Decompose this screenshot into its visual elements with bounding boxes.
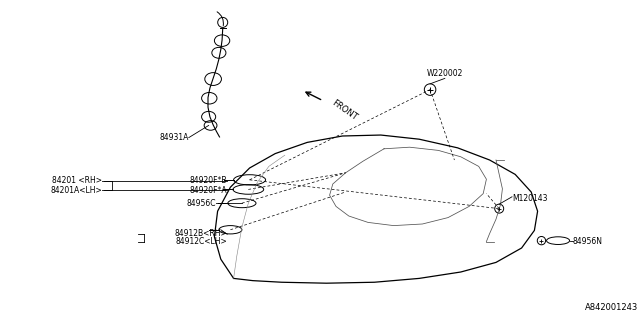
- Text: 84201 <RH>: 84201 <RH>: [52, 176, 102, 185]
- Text: 84920F*B: 84920F*B: [189, 176, 227, 185]
- Text: 84931A: 84931A: [159, 133, 189, 142]
- Text: 84956N: 84956N: [573, 237, 603, 246]
- Text: A842001243: A842001243: [585, 303, 638, 312]
- Text: 84201A<LH>: 84201A<LH>: [51, 186, 102, 195]
- Text: FRONT: FRONT: [330, 99, 358, 122]
- Text: 84956C: 84956C: [187, 199, 216, 208]
- Text: M120143: M120143: [512, 194, 547, 203]
- Text: 84920F*A: 84920F*A: [189, 186, 227, 195]
- Text: W220002: W220002: [427, 69, 463, 78]
- Text: 84912C<LH>: 84912C<LH>: [175, 237, 227, 246]
- Text: 84912B<RH>: 84912B<RH>: [175, 229, 227, 238]
